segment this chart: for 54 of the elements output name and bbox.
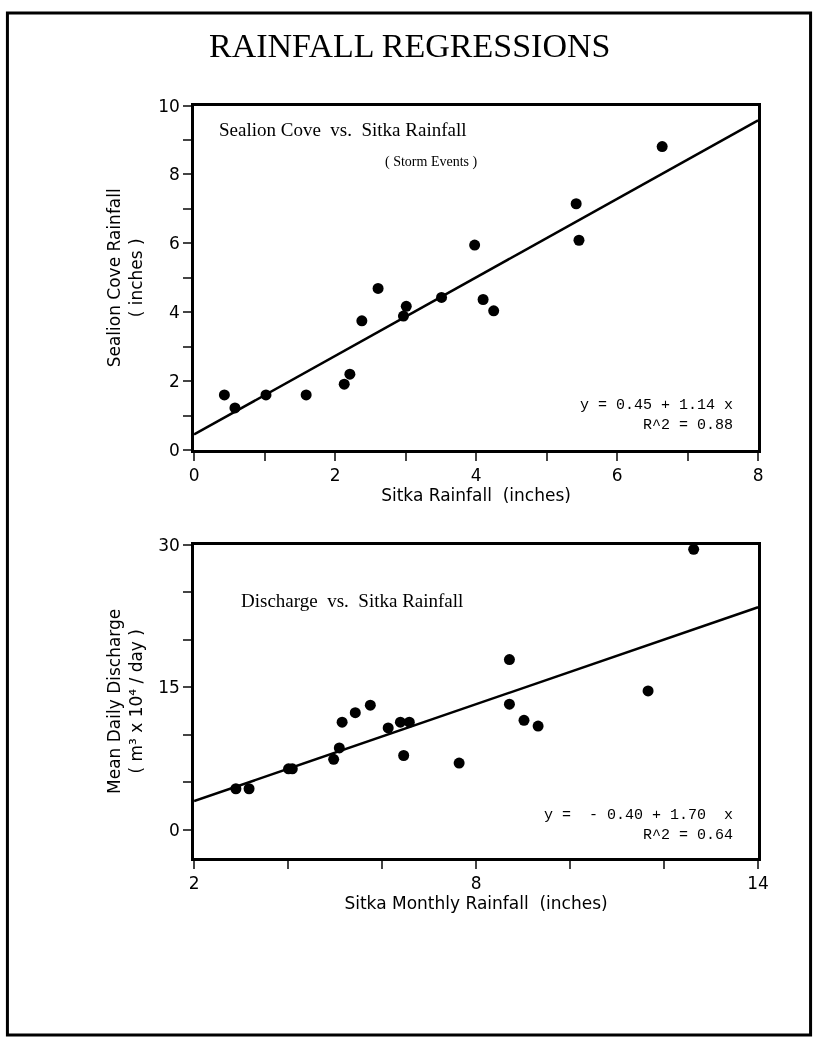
point: [570, 198, 582, 210]
point: [349, 707, 361, 719]
point: [477, 293, 489, 305]
point: [328, 753, 340, 765]
x-tick-label: 4: [470, 465, 482, 486]
point: [503, 698, 515, 710]
point: [372, 282, 384, 294]
x-tick-label: 2: [329, 465, 341, 486]
x-tick-label: 2: [188, 873, 200, 894]
point: [394, 716, 406, 728]
point: [656, 141, 668, 153]
y-tick-label: 8: [169, 164, 180, 185]
annotation: y = 0.45 + 1.14 x R^2 = 0.88: [580, 397, 734, 434]
x-tick-label: 6: [611, 465, 623, 486]
point: [503, 654, 515, 666]
y-tick-label: 6: [169, 233, 180, 254]
y-axis-title: Sealion Cove Rainfall ( inches ): [103, 188, 146, 368]
point: [382, 722, 394, 734]
point: [532, 720, 544, 732]
point: [573, 234, 585, 246]
point: [243, 783, 255, 795]
y-tick-label: 4: [169, 302, 180, 323]
point: [336, 716, 348, 728]
x-tick-label: 8: [752, 465, 764, 486]
point: [453, 757, 465, 769]
text: RAINFALL REGRESSIONS: [209, 27, 611, 64]
y-tick-label: 10: [158, 95, 180, 116]
point: [344, 368, 356, 380]
y-tick-label: 0: [169, 819, 180, 840]
text: Discharge vs. Sitka Rainfall: [241, 590, 464, 611]
point: [642, 685, 654, 697]
point: [218, 389, 230, 401]
point: [469, 239, 481, 251]
x-tick-label: 0: [188, 465, 200, 486]
text: Sealion Cove vs. Sitka Rainfall: [219, 119, 467, 140]
point: [300, 389, 312, 401]
x-axis-title: Sitka Monthly Rainfall (inches): [344, 893, 608, 914]
point: [488, 305, 500, 317]
y-tick-label: 0: [169, 439, 180, 460]
x-tick-label: 8: [470, 873, 482, 894]
point: [398, 749, 410, 761]
x-axis-title: Sitka Rainfall (inches): [381, 485, 571, 506]
text: ( Storm Events ): [385, 154, 478, 170]
point: [400, 300, 412, 312]
y-tick-label: 2: [169, 371, 180, 392]
y-tick-label: 15: [158, 677, 180, 698]
x-tick-label: 14: [747, 873, 769, 894]
y-axis-title: Mean Daily Discharge ( m³ x 10⁴ / day ): [103, 608, 146, 794]
point: [518, 714, 530, 726]
point: [356, 315, 368, 327]
y-tick-label: 30: [158, 534, 180, 555]
point: [338, 378, 350, 390]
point: [364, 699, 376, 711]
annotation: y = - 0.40 + 1.70 x R^2 = 0.64: [544, 807, 734, 844]
